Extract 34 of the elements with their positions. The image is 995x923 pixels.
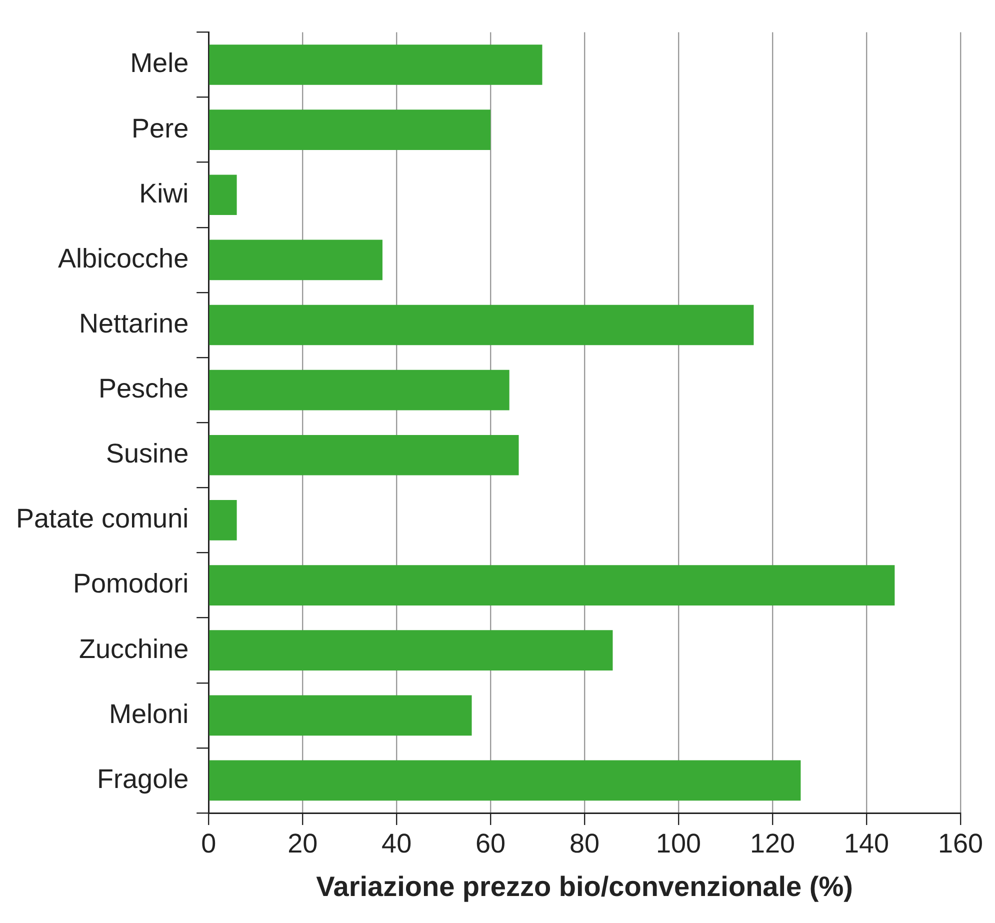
bar (209, 760, 801, 801)
x-tick-label: 80 (570, 828, 600, 859)
bar (209, 304, 754, 346)
bar (209, 565, 895, 606)
y-tick-label: Patate comuni (16, 504, 189, 534)
x-tick-label: 120 (750, 828, 796, 859)
y-tick-label: Susine (106, 438, 189, 469)
bar (209, 630, 613, 671)
y-tick-label: Pomodori (73, 568, 189, 599)
y-tick-label: Fragole (97, 764, 189, 794)
y-tick-label: Pere (132, 113, 189, 144)
bar (209, 370, 510, 410)
x-tick-label: 140 (844, 828, 890, 859)
y-tick-label: Nettarine (79, 308, 189, 338)
x-tick-label: 160 (938, 828, 984, 859)
bar (209, 174, 237, 216)
y-tick-label: Pesche (98, 374, 189, 404)
bar (209, 110, 491, 150)
bar (209, 44, 542, 85)
x-tick-label: 60 (476, 828, 506, 859)
x-tick-label: 40 (382, 828, 412, 859)
y-tick-label: Meloni (109, 698, 189, 729)
bar (209, 240, 382, 280)
bar (209, 434, 519, 476)
x-tick-label: 0 (201, 828, 216, 859)
bar (209, 500, 237, 540)
bar (209, 695, 472, 736)
y-tick-label: Kiwi (139, 178, 189, 208)
y-tick-label: Albicocche (58, 243, 189, 274)
x-axis-title: Variazione prezzo bio/convenzionale (%) (316, 870, 853, 902)
x-tick-label: 20 (288, 828, 318, 859)
y-tick-label: Zucchine (79, 634, 189, 664)
y-tick-label: Mele (130, 48, 189, 78)
x-tick-label: 100 (656, 828, 702, 859)
